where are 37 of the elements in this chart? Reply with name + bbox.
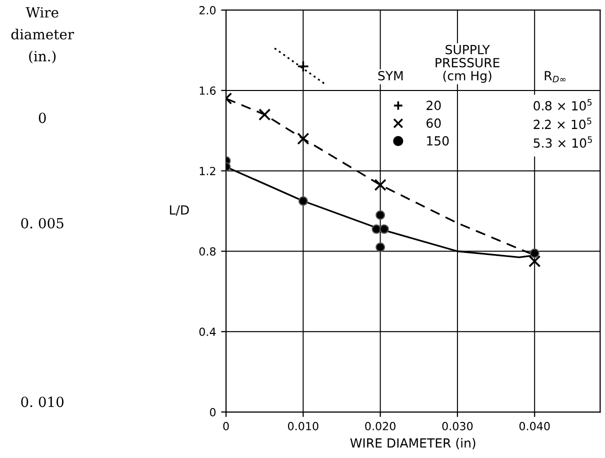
text: 0 — [38, 112, 46, 124]
x-axis-title: WIRE DIAMETER (in) — [350, 438, 476, 450]
y-tick-label: 0.8 — [199, 247, 216, 256]
y-tick-label: 1.6 — [200, 86, 216, 95]
text: 0. 005 — [21, 218, 64, 228]
point — [374, 178, 386, 191]
point — [258, 108, 271, 121]
annotation: SUPPLY PRESSURE (cm Hg) — [436, 44, 500, 83]
y-tick-label: 0.4 — [199, 328, 216, 336]
point — [530, 248, 540, 258]
point — [379, 224, 389, 234]
y-axis-title: L/D — [170, 205, 189, 216]
point — [376, 210, 386, 220]
x-tick-label: 0.040 — [519, 422, 550, 430]
text: 0. 010 — [21, 396, 64, 408]
annotation: 2.2 × 10$^{5}$ — [534, 118, 592, 130]
x-tick-label: 0.010 — [288, 422, 318, 430]
text: Wire diameter (in.) — [11, 7, 74, 64]
y-tick-label: 2.0 — [199, 6, 216, 14]
x-tick-label: 0.030 — [442, 422, 473, 430]
point — [297, 132, 310, 145]
annotation: SYM — [378, 70, 403, 80]
point — [372, 224, 382, 234]
annotation: 5.3 × 10$^{5}$ — [534, 136, 592, 148]
point — [528, 255, 541, 268]
y-tick-label: 0 — [210, 408, 216, 416]
legend-label: 60 — [426, 118, 441, 128]
point — [297, 60, 310, 72]
legend-label: 20 — [426, 100, 441, 110]
x-tick-label: 0.020 — [365, 422, 396, 430]
annotation: 0.8 × 10$^{5}$ — [534, 99, 592, 111]
y-tick-label: 1.2 — [200, 166, 216, 176]
x-tick-label: 0 — [223, 422, 229, 430]
point — [298, 196, 308, 206]
point — [376, 242, 386, 252]
legend-label: 150 — [427, 136, 449, 146]
annotation: R$_{D∞}$ — [544, 71, 566, 82]
